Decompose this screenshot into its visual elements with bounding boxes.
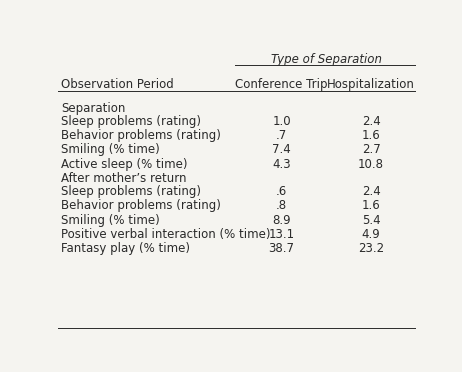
Text: .7: .7 [276,129,287,142]
Text: 13.1: 13.1 [268,228,295,241]
Text: .8: .8 [276,199,287,212]
Text: Sleep problems (rating): Sleep problems (rating) [61,185,201,198]
Text: Positive verbal interaction (% time): Positive verbal interaction (% time) [61,228,271,241]
Text: 1.6: 1.6 [362,199,380,212]
Text: Behavior problems (rating): Behavior problems (rating) [61,129,221,142]
Text: Smiling (% time): Smiling (% time) [61,214,160,227]
Text: Active sleep (% time): Active sleep (% time) [61,158,188,171]
Text: 10.8: 10.8 [358,158,384,171]
Text: Observation Period: Observation Period [61,78,174,90]
Text: 1.0: 1.0 [272,115,291,128]
Text: 7.4: 7.4 [272,144,291,157]
Text: 8.9: 8.9 [272,214,291,227]
Text: 2.7: 2.7 [362,144,380,157]
Text: Separation: Separation [61,102,126,115]
Text: 4.9: 4.9 [362,228,380,241]
Text: 38.7: 38.7 [268,242,295,255]
Text: 5.4: 5.4 [362,214,380,227]
Text: After mother’s return: After mother’s return [61,172,187,185]
Text: Behavior problems (rating): Behavior problems (rating) [61,199,221,212]
Text: 2.4: 2.4 [362,185,380,198]
Text: Type of Separation: Type of Separation [271,53,382,66]
Text: 23.2: 23.2 [358,242,384,255]
Text: Conference Trip: Conference Trip [235,78,328,90]
Text: 2.4: 2.4 [362,115,380,128]
Text: Fantasy play (% time): Fantasy play (% time) [61,242,190,255]
Text: .6: .6 [276,185,287,198]
Text: 1.6: 1.6 [362,129,380,142]
Text: 4.3: 4.3 [272,158,291,171]
Text: Smiling (% time): Smiling (% time) [61,144,160,157]
Text: Sleep problems (rating): Sleep problems (rating) [61,115,201,128]
Text: Hospitalization: Hospitalization [327,78,415,90]
